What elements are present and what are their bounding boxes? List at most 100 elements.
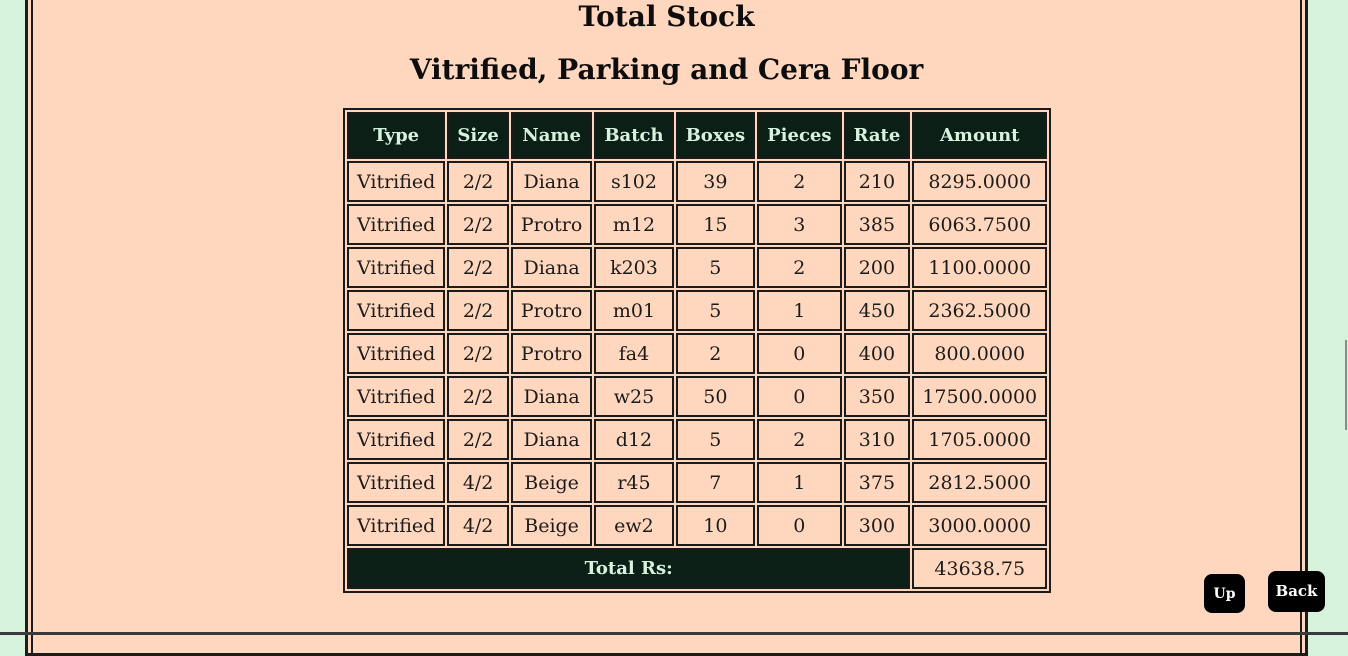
cell-pieces: 1 bbox=[757, 462, 842, 503]
cell-name: Protro bbox=[510, 204, 593, 245]
table-row: Vitrified 4/2 Beige ew2 10 0 300 3000.00… bbox=[347, 505, 1048, 546]
cell-amount: 2812.5000 bbox=[912, 462, 1048, 503]
total-label: Total Rs: bbox=[347, 548, 911, 589]
table-row: Vitrified 2/2 Diana d12 5 2 310 1705.000… bbox=[347, 419, 1048, 460]
stock-table: Type Size Name Batch Boxes Pieces Rate A… bbox=[343, 108, 1052, 593]
cell-size: 4/2 bbox=[447, 505, 509, 546]
cell-pieces: 0 bbox=[757, 505, 842, 546]
cell-boxes: 5 bbox=[675, 290, 756, 331]
cell-batch: fa4 bbox=[594, 333, 674, 374]
column-header-amount: Amount bbox=[912, 112, 1048, 159]
cell-rate: 400 bbox=[843, 333, 911, 374]
cell-pieces: 2 bbox=[757, 247, 842, 288]
cell-amount: 17500.0000 bbox=[912, 376, 1048, 417]
cell-size: 2/2 bbox=[447, 376, 509, 417]
cell-size: 2/2 bbox=[447, 419, 509, 460]
cell-batch: ew2 bbox=[594, 505, 674, 546]
cell-boxes: 15 bbox=[675, 204, 756, 245]
cell-type: Vitrified bbox=[347, 333, 446, 374]
cell-amount: 6063.7500 bbox=[912, 204, 1048, 245]
cell-amount: 3000.0000 bbox=[912, 505, 1048, 546]
cell-boxes: 5 bbox=[675, 247, 756, 288]
column-header-name: Name bbox=[510, 112, 593, 159]
cell-type: Vitrified bbox=[347, 462, 446, 503]
cell-rate: 385 bbox=[843, 204, 911, 245]
cell-batch: m12 bbox=[594, 204, 674, 245]
cell-rate: 200 bbox=[843, 247, 911, 288]
cell-size: 2/2 bbox=[447, 290, 509, 331]
cell-batch: r45 bbox=[594, 462, 674, 503]
cell-batch: d12 bbox=[594, 419, 674, 460]
column-header-rate: Rate bbox=[843, 112, 911, 159]
page-subtitle: Vitrified, Parking and Cera Floor bbox=[409, 53, 924, 86]
window-bottom-edge bbox=[0, 632, 1348, 635]
cell-size: 4/2 bbox=[447, 462, 509, 503]
cell-pieces: 0 bbox=[757, 333, 842, 374]
column-header-batch: Batch bbox=[594, 112, 674, 159]
column-header-boxes: Boxes bbox=[675, 112, 756, 159]
cell-name: Beige bbox=[510, 505, 593, 546]
cell-name: Diana bbox=[510, 247, 593, 288]
cell-size: 2/2 bbox=[447, 247, 509, 288]
scrollbar-thumb[interactable] bbox=[1345, 340, 1347, 430]
table-row: Vitrified 2/2 Protro m01 5 1 450 2362.50… bbox=[347, 290, 1048, 331]
cell-type: Vitrified bbox=[347, 247, 446, 288]
cell-rate: 310 bbox=[843, 419, 911, 460]
table-row: Vitrified 2/2 Diana w25 50 0 350 17500.0… bbox=[347, 376, 1048, 417]
cell-name: Beige bbox=[510, 462, 593, 503]
cell-rate: 450 bbox=[843, 290, 911, 331]
table-row: Vitrified 4/2 Beige r45 7 1 375 2812.500… bbox=[347, 462, 1048, 503]
cell-amount: 800.0000 bbox=[912, 333, 1048, 374]
total-value: 43638.75 bbox=[912, 548, 1048, 589]
cell-name: Protro bbox=[510, 290, 593, 331]
cell-pieces: 2 bbox=[757, 419, 842, 460]
table-row: Vitrified 2/2 Diana s102 39 2 210 8295.0… bbox=[347, 161, 1048, 202]
cell-size: 2/2 bbox=[447, 333, 509, 374]
content-panel-inner-border: Total Stock Vitrified, Parking and Cera … bbox=[31, 0, 1302, 653]
cell-rate: 350 bbox=[843, 376, 911, 417]
cell-amount: 8295.0000 bbox=[912, 161, 1048, 202]
cell-batch: m01 bbox=[594, 290, 674, 331]
cell-batch: s102 bbox=[594, 161, 674, 202]
table-row: Vitrified 2/2 Protro fa4 2 0 400 800.000… bbox=[347, 333, 1048, 374]
cell-type: Vitrified bbox=[347, 376, 446, 417]
column-header-type: Type bbox=[347, 112, 446, 159]
cell-amount: 1100.0000 bbox=[912, 247, 1048, 288]
cell-batch: w25 bbox=[594, 376, 674, 417]
cell-amount: 2362.5000 bbox=[912, 290, 1048, 331]
back-button[interactable]: Back bbox=[1268, 571, 1325, 612]
table-total-row: Total Rs: 43638.75 bbox=[347, 548, 1048, 589]
cell-boxes: 5 bbox=[675, 419, 756, 460]
cell-pieces: 2 bbox=[757, 161, 842, 202]
cell-name: Protro bbox=[510, 333, 593, 374]
cell-pieces: 3 bbox=[757, 204, 842, 245]
cell-pieces: 0 bbox=[757, 376, 842, 417]
cell-boxes: 7 bbox=[675, 462, 756, 503]
column-header-pieces: Pieces bbox=[757, 112, 842, 159]
cell-batch: k203 bbox=[594, 247, 674, 288]
cell-amount: 1705.0000 bbox=[912, 419, 1048, 460]
cell-rate: 375 bbox=[843, 462, 911, 503]
column-header-size: Size bbox=[447, 112, 509, 159]
cell-boxes: 10 bbox=[675, 505, 756, 546]
page-title: Total Stock bbox=[578, 0, 755, 33]
cell-type: Vitrified bbox=[347, 204, 446, 245]
cell-rate: 300 bbox=[843, 505, 911, 546]
table-row: Vitrified 2/2 Diana k203 5 2 200 1100.00… bbox=[347, 247, 1048, 288]
cell-type: Vitrified bbox=[347, 505, 446, 546]
cell-rate: 210 bbox=[843, 161, 911, 202]
cell-type: Vitrified bbox=[347, 419, 446, 460]
cell-boxes: 50 bbox=[675, 376, 756, 417]
cell-name: Diana bbox=[510, 376, 593, 417]
cell-size: 2/2 bbox=[447, 204, 509, 245]
cell-size: 2/2 bbox=[447, 161, 509, 202]
cell-type: Vitrified bbox=[347, 161, 446, 202]
cell-pieces: 1 bbox=[757, 290, 842, 331]
cell-boxes: 2 bbox=[675, 333, 756, 374]
table-row: Vitrified 2/2 Protro m12 15 3 385 6063.7… bbox=[347, 204, 1048, 245]
table-header-row: Type Size Name Batch Boxes Pieces Rate A… bbox=[347, 112, 1048, 159]
cell-type: Vitrified bbox=[347, 290, 446, 331]
cell-name: Diana bbox=[510, 419, 593, 460]
cell-name: Diana bbox=[510, 161, 593, 202]
up-button[interactable]: Up bbox=[1204, 574, 1245, 613]
